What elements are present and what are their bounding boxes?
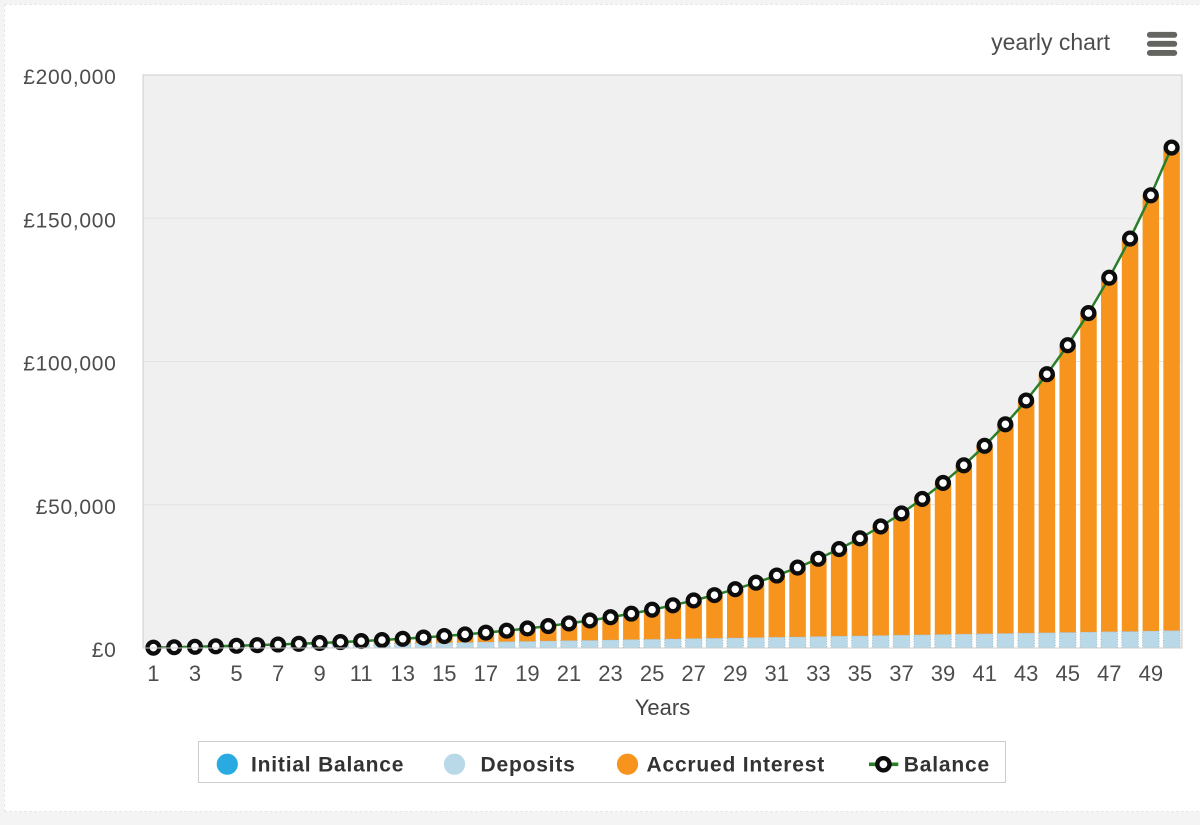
svg-text:41: 41 bbox=[972, 661, 996, 686]
svg-text:13: 13 bbox=[391, 661, 415, 686]
svg-text:25: 25 bbox=[640, 661, 664, 686]
svg-text:yearly chart: yearly chart bbox=[991, 29, 1110, 55]
svg-text:27: 27 bbox=[681, 661, 705, 686]
svg-text:45: 45 bbox=[1055, 661, 1079, 686]
svg-text:9: 9 bbox=[314, 661, 326, 686]
svg-text:17: 17 bbox=[474, 661, 498, 686]
svg-text:Deposits: Deposits bbox=[481, 754, 576, 777]
svg-text:37: 37 bbox=[889, 661, 913, 686]
svg-text:Initial Balance: Initial Balance bbox=[251, 754, 404, 777]
svg-text:19: 19 bbox=[515, 661, 539, 686]
svg-text:3: 3 bbox=[189, 661, 201, 686]
svg-text:47: 47 bbox=[1097, 661, 1121, 686]
svg-text:11: 11 bbox=[350, 661, 373, 686]
svg-text:£0: £0 bbox=[92, 639, 117, 662]
svg-text:33: 33 bbox=[806, 661, 830, 686]
svg-text:£200,000: £200,000 bbox=[23, 66, 116, 89]
svg-text:1: 1 bbox=[147, 661, 159, 686]
svg-text:29: 29 bbox=[723, 661, 747, 686]
svg-text:35: 35 bbox=[848, 661, 872, 686]
svg-text:39: 39 bbox=[931, 661, 955, 686]
svg-text:31: 31 bbox=[765, 661, 789, 686]
svg-text:43: 43 bbox=[1014, 661, 1038, 686]
svg-text:5: 5 bbox=[230, 661, 242, 686]
svg-text:49: 49 bbox=[1139, 661, 1163, 686]
svg-text:Balance: Balance bbox=[904, 754, 990, 777]
svg-text:23: 23 bbox=[598, 661, 622, 686]
svg-text:£150,000: £150,000 bbox=[23, 209, 116, 232]
svg-text:15: 15 bbox=[432, 661, 456, 686]
svg-text:Years: Years bbox=[635, 695, 690, 720]
svg-text:21: 21 bbox=[557, 661, 581, 686]
svg-text:7: 7 bbox=[272, 661, 284, 686]
svg-text:£100,000: £100,000 bbox=[23, 353, 116, 376]
svg-text:Accrued Interest: Accrued Interest bbox=[647, 754, 826, 777]
svg-text:£50,000: £50,000 bbox=[36, 496, 117, 519]
